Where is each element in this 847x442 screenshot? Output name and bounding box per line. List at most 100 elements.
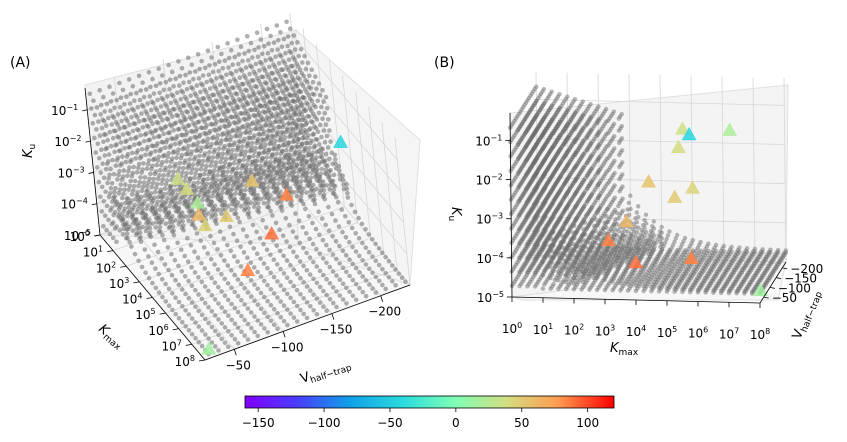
grey-point [169,92,174,97]
grey-point [314,312,320,317]
grey-point [285,307,290,312]
grey-point [270,213,275,218]
grey-point [255,269,260,275]
grey-point [321,128,327,133]
grey-point [121,168,127,173]
grey-point [344,186,350,191]
grey-point [393,267,398,272]
grey-point [226,55,232,61]
grey-point [265,109,271,114]
grey-point [278,134,284,139]
grey-point [152,189,158,195]
grey-point [291,299,297,305]
grey-point [126,187,131,192]
grey-point [245,79,250,84]
grey-point [160,294,165,300]
grey-point [308,86,314,91]
grey-point [242,192,247,198]
grey-point [131,121,136,126]
grey-point [215,267,221,272]
grey-point [284,87,289,93]
grey-point [264,136,269,142]
grey-point [186,296,192,301]
grey-point [160,202,165,207]
grey-point [309,186,315,192]
grey-point [219,180,224,186]
grey-point [103,123,109,129]
grey-point [267,123,272,128]
grey-point [283,129,289,135]
grey-point [209,199,214,205]
grey-point [155,176,161,181]
grey-point [193,335,198,341]
grey-point [192,249,197,254]
grey-point [313,74,318,79]
grey-point [229,177,234,182]
grey-point [132,178,138,184]
grey-point [148,191,154,196]
grey-point [193,171,198,176]
grey-point [130,150,135,156]
triangle-marker [197,217,213,232]
grey-point [215,207,221,212]
grey-point [193,148,199,153]
grey-point [207,63,212,68]
grey-point [119,177,125,182]
grey-point [113,185,118,191]
grey-point [222,80,227,85]
grey-point [331,300,336,306]
triangle-marker [264,225,280,240]
grey-point [163,299,169,304]
grey-point [133,217,139,222]
grey-point [337,277,343,283]
grey-point [333,157,338,162]
grey-point [127,122,132,128]
grey-point [294,104,299,109]
grey-point [212,62,218,67]
grey-point [265,204,270,210]
grey-point [226,142,232,148]
grey-point [166,225,172,230]
grey-point [308,158,314,163]
grey-point [281,58,286,64]
grey-point [245,306,251,311]
grey-point [235,37,240,43]
grey-point [308,140,313,146]
grey-point [132,251,138,257]
grey-point [169,214,175,219]
grey-point [286,116,292,121]
grey-point [151,91,157,96]
grey-point [96,179,102,185]
grey-point [238,204,244,209]
grey-point [187,137,192,143]
grey-point [219,211,224,216]
grey-point [281,253,286,259]
grey-point [94,105,100,110]
grey-point [170,307,175,313]
grey-point [340,177,346,183]
grey-point [319,166,325,172]
grey-point [166,303,172,309]
grey-point [187,196,192,202]
grey-point [285,291,290,297]
grey-point [266,128,271,133]
grey-point [268,252,273,258]
grey-point [200,197,205,203]
grey-point [160,73,165,78]
grey-point [183,308,188,313]
grey-point [166,267,171,273]
grey-point [126,169,131,174]
grey-point [247,71,252,77]
grey-point [108,99,114,104]
grey-point [283,152,288,158]
grey-point [148,171,153,177]
grey-point [235,184,241,190]
grey-point [261,278,267,284]
grey-point [110,220,116,225]
grey-point [327,264,333,270]
grey-point [284,147,289,153]
grey-point [222,340,228,346]
grey-point [230,166,236,172]
grey-point [242,302,247,307]
grey-point [319,134,324,140]
